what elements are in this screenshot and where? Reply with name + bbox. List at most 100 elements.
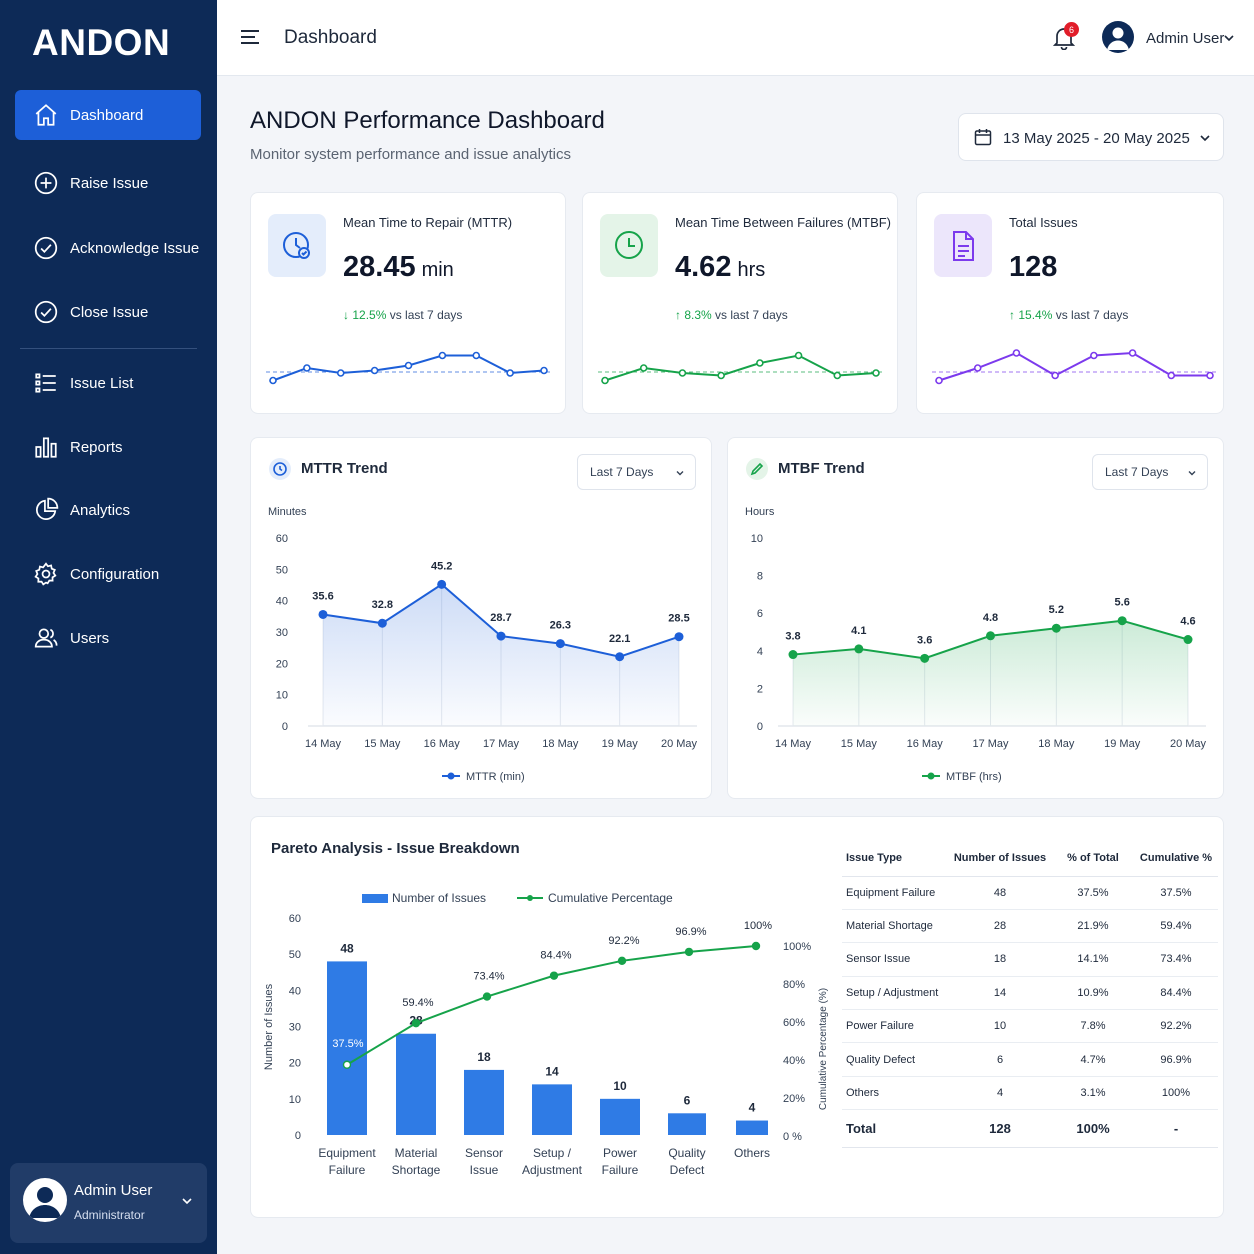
check-circle-icon (34, 236, 58, 260)
y-tick-label: 60 (276, 533, 288, 545)
avatar[interactable] (1102, 21, 1134, 53)
y-tick-label: 4 (757, 646, 763, 658)
sidebar-item-reports[interactable]: Reports (15, 422, 201, 472)
cumulative-point (684, 947, 694, 957)
bar-value-label: 18 (477, 1050, 491, 1064)
mttr-chart-title: MTTR Trend (301, 460, 388, 477)
x-tick-label: Shortage (392, 1163, 441, 1177)
table-cell: 14 (948, 976, 1052, 1011)
kpi-label: Mean Time Between Failures (MTBF) (675, 215, 892, 230)
table-header: Number of Issues (948, 840, 1052, 877)
x-tick-label: Failure (329, 1163, 366, 1177)
kpi-card-total-issues: Total Issues 128 ↑ 15.4% vs last 7 days (916, 192, 1224, 414)
sidebar-item-configuration[interactable]: Configuration (15, 549, 201, 599)
sparkline-point (1167, 371, 1176, 380)
table-cell: 18 (948, 942, 1052, 977)
mtbf-chart: Hours 0 2 4 6 8 10 14 May 15 May 16 May 17 May 18 M… (745, 506, 1207, 783)
table-header: Cumulative % (1134, 840, 1218, 877)
sidebar-item-close-issue[interactable]: Close Issue (15, 287, 201, 337)
sidebar-item-label: Close Issue (70, 303, 149, 321)
kpi-number: 128 (1009, 251, 1058, 283)
home-icon (35, 104, 57, 126)
sidebar-item-analytics[interactable]: Analytics (15, 485, 201, 535)
data-label: 28.7 (490, 612, 511, 624)
data-label: 5.6 (1115, 597, 1130, 609)
y-axis-label: Number of Issues (263, 983, 275, 1070)
y-tick-label: 6 (757, 608, 763, 620)
x-tick-label: 14 May (305, 738, 342, 750)
sidebar-item-label: Users (70, 629, 110, 647)
x-tick-label: Equipment (318, 1146, 376, 1160)
table-cell: 28 (948, 909, 1052, 944)
sidebar-item-dashboard[interactable]: Dashboard (15, 90, 201, 140)
chevron-down-icon[interactable] (1223, 32, 1235, 44)
bar (736, 1120, 768, 1135)
sidebar: ANDON Dashboard Raise Issue Acknowledge … (0, 0, 217, 1254)
data-point (920, 653, 930, 663)
data-point (318, 609, 328, 619)
table-header: Issue Type (842, 840, 948, 877)
legend-bar-swatch (362, 894, 388, 903)
sparkline-point (303, 364, 311, 372)
menu-icon[interactable] (240, 28, 260, 46)
x-tick-label: 20 May (1170, 738, 1207, 750)
legend-label: Number of Issues (392, 891, 486, 905)
select-value: Last 7 Days (590, 465, 654, 479)
data-label: 28.5 (668, 613, 689, 625)
mttr-period-select[interactable]: Last 7 Days (577, 454, 696, 490)
table-cell: 59.4% (1134, 909, 1218, 944)
y-tick-label: 0 (757, 721, 763, 733)
cumulative-point (549, 971, 559, 980)
x-tick-label: Others (734, 1146, 770, 1160)
kpi-unit: hrs (737, 259, 766, 281)
x-tick-label: 17 May (972, 738, 1009, 750)
y2-axis-label: Cumulative Percentage (%) (818, 988, 829, 1110)
table-cell: 84.4% (1134, 976, 1218, 1011)
table-row: Power Failure 10 7.8% 92.2% (842, 1009, 1218, 1044)
cumulative-label: 37.5% (332, 1038, 363, 1050)
table-cell: 4 (948, 1076, 1052, 1111)
legend-marker (527, 895, 533, 901)
sidebar-item-label: Reports (70, 438, 123, 456)
x-tick-label: 14 May (775, 738, 812, 750)
y-tick-label: 30 (276, 627, 288, 639)
x-tick-label: Issue (470, 1163, 499, 1177)
kpi-delta-value: 15.4% (1018, 308, 1053, 322)
date-range-picker[interactable]: 13 May 2025 - 20 May 2025 (958, 113, 1224, 161)
x-tick-label: Sensor (465, 1146, 503, 1160)
y2-tick-label: 40% (783, 1055, 805, 1067)
bar (396, 1033, 436, 1135)
chevron-down-icon[interactable] (180, 1194, 194, 1208)
legend-marker (447, 772, 455, 780)
table-cell: 4.7% (1052, 1042, 1134, 1077)
sparkline-point (472, 351, 481, 360)
data-point (986, 631, 995, 641)
sidebar-item-users[interactable]: Users (15, 613, 201, 663)
y-tick-label: 40 (276, 596, 288, 608)
check-circle-icon (34, 300, 58, 324)
y-tick-label: 40 (289, 985, 301, 997)
mttr-chart: Minutes 0 10 20 30 40 50 60 14 May 15 May 16 May 17… (268, 506, 698, 783)
data-label: 4.8 (983, 612, 998, 624)
cumulative-point (617, 956, 627, 966)
kpi-icon-bg (600, 214, 658, 277)
data-point (1183, 635, 1193, 645)
kpi-icon-bg (268, 214, 326, 277)
cumulative-label: 59.4% (402, 997, 433, 1009)
profile-card[interactable]: Admin User Administrator (10, 1163, 207, 1243)
sidebar-item-issue-list[interactable]: Issue List (15, 358, 201, 408)
table-cell: 7.8% (1052, 1009, 1134, 1044)
kpi-compare: vs last 7 days (715, 308, 788, 322)
avatar (23, 1178, 67, 1222)
bar (600, 1098, 640, 1135)
sidebar-item-raise-issue[interactable]: Raise Issue (15, 158, 201, 208)
y-axis-label: Minutes (268, 506, 307, 518)
arrow-down-icon: ↓ (343, 308, 349, 322)
mtbf-period-select[interactable]: Last 7 Days (1092, 454, 1208, 490)
data-label: 35.6 (312, 590, 333, 602)
topbar-username[interactable]: Admin User (1146, 30, 1225, 47)
cumulative-label: 92.2% (608, 935, 639, 947)
arrow-up-icon: ↑ (1009, 308, 1015, 322)
x-tick-label: 19 May (602, 738, 639, 750)
sidebar-item-acknowledge-issue[interactable]: Acknowledge Issue (15, 223, 201, 273)
